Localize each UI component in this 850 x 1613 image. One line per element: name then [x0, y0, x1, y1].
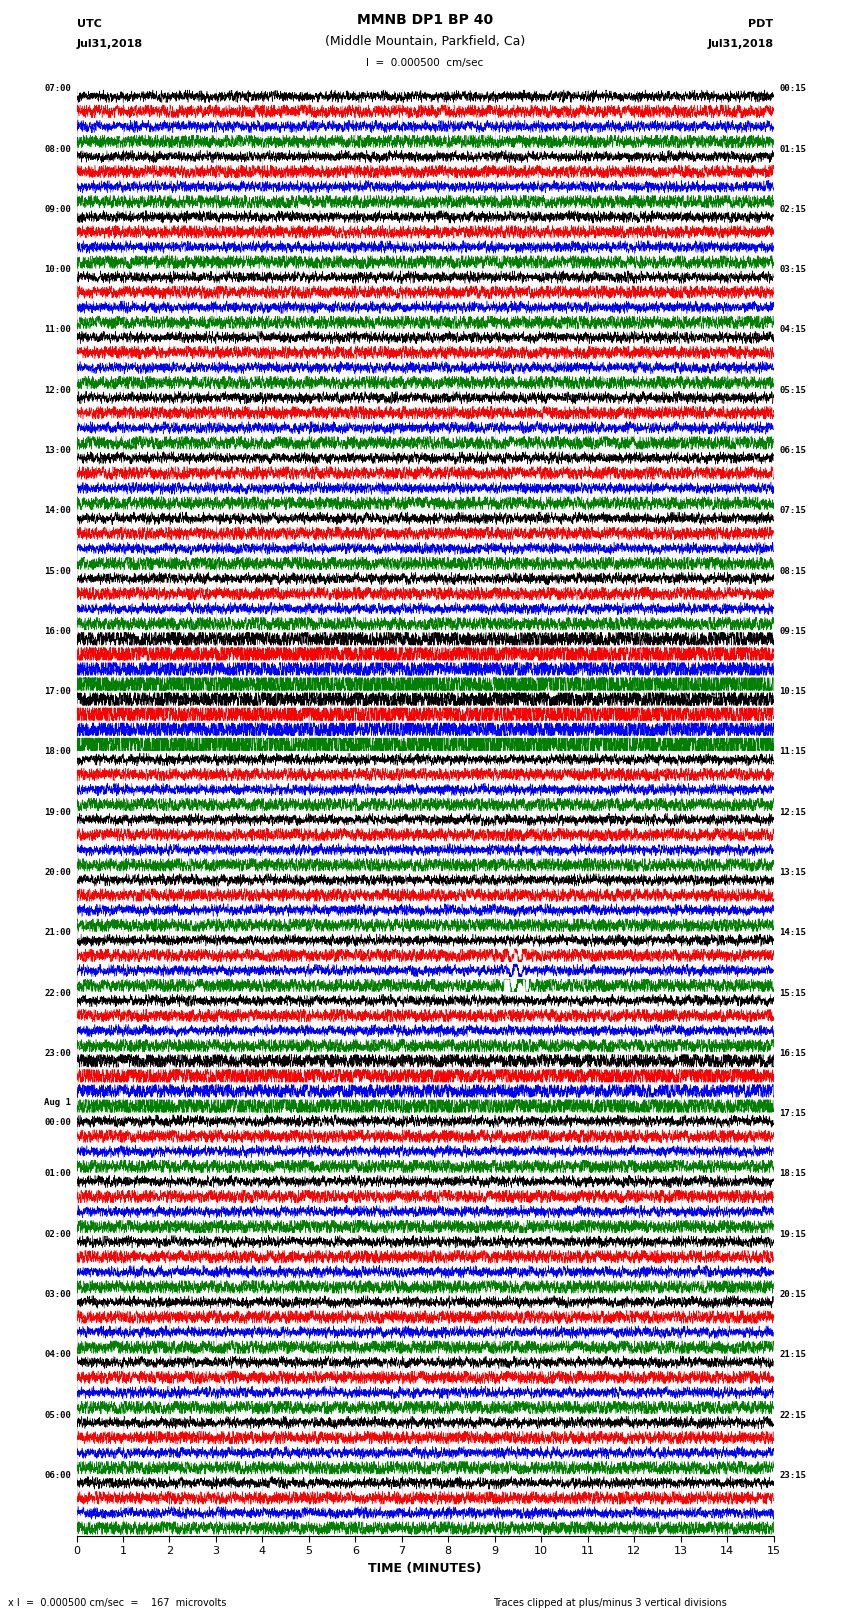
Text: 14:15: 14:15 [779, 927, 806, 937]
Text: 08:15: 08:15 [779, 566, 806, 576]
Text: x I  =  0.000500 cm/sec  =    167  microvolts: x I = 0.000500 cm/sec = 167 microvolts [8, 1598, 227, 1608]
Text: 08:00: 08:00 [44, 145, 71, 153]
Text: 13:15: 13:15 [779, 868, 806, 877]
Text: Jul31,2018: Jul31,2018 [707, 39, 774, 48]
Text: 14:00: 14:00 [44, 506, 71, 515]
Text: (Middle Mountain, Parkfield, Ca): (Middle Mountain, Parkfield, Ca) [325, 35, 525, 48]
Text: 19:15: 19:15 [779, 1229, 806, 1239]
Text: I  =  0.000500  cm/sec: I = 0.000500 cm/sec [366, 58, 484, 68]
Text: UTC: UTC [76, 19, 101, 29]
Text: 18:00: 18:00 [44, 747, 71, 756]
Text: 16:00: 16:00 [44, 627, 71, 636]
Text: PDT: PDT [748, 19, 774, 29]
Text: 21:15: 21:15 [779, 1350, 806, 1360]
Text: 18:15: 18:15 [779, 1169, 806, 1179]
Text: 12:00: 12:00 [44, 386, 71, 395]
Text: 17:15: 17:15 [779, 1110, 806, 1118]
Text: 10:00: 10:00 [44, 265, 71, 274]
Text: 00:15: 00:15 [779, 84, 806, 94]
Text: 20:00: 20:00 [44, 868, 71, 877]
Text: 00:00: 00:00 [44, 1118, 71, 1127]
Text: MMNB DP1 BP 40: MMNB DP1 BP 40 [357, 13, 493, 27]
Text: 19:00: 19:00 [44, 808, 71, 816]
Text: Aug 1: Aug 1 [44, 1097, 71, 1107]
Text: 23:15: 23:15 [779, 1471, 806, 1479]
Text: 01:00: 01:00 [44, 1169, 71, 1179]
Text: 03:15: 03:15 [779, 265, 806, 274]
Text: 09:15: 09:15 [779, 627, 806, 636]
Text: 03:00: 03:00 [44, 1290, 71, 1298]
Text: 10:15: 10:15 [779, 687, 806, 697]
X-axis label: TIME (MINUTES): TIME (MINUTES) [368, 1561, 482, 1574]
Text: 07:15: 07:15 [779, 506, 806, 515]
Text: 15:00: 15:00 [44, 566, 71, 576]
Text: 07:00: 07:00 [44, 84, 71, 94]
Text: 22:00: 22:00 [44, 989, 71, 997]
Text: 17:00: 17:00 [44, 687, 71, 697]
Text: 11:00: 11:00 [44, 326, 71, 334]
Text: 20:15: 20:15 [779, 1290, 806, 1298]
Text: 23:00: 23:00 [44, 1048, 71, 1058]
Text: 04:00: 04:00 [44, 1350, 71, 1360]
Text: Jul31,2018: Jul31,2018 [76, 39, 143, 48]
Text: Traces clipped at plus/minus 3 vertical divisions: Traces clipped at plus/minus 3 vertical … [493, 1598, 727, 1608]
Text: 04:15: 04:15 [779, 326, 806, 334]
Text: 11:15: 11:15 [779, 747, 806, 756]
Text: 21:00: 21:00 [44, 927, 71, 937]
Text: 02:15: 02:15 [779, 205, 806, 215]
Text: 22:15: 22:15 [779, 1410, 806, 1419]
Text: 06:15: 06:15 [779, 445, 806, 455]
Text: 05:15: 05:15 [779, 386, 806, 395]
Text: 15:15: 15:15 [779, 989, 806, 997]
Text: 05:00: 05:00 [44, 1410, 71, 1419]
Text: 16:15: 16:15 [779, 1048, 806, 1058]
Text: 01:15: 01:15 [779, 145, 806, 153]
Text: 13:00: 13:00 [44, 445, 71, 455]
Text: 02:00: 02:00 [44, 1229, 71, 1239]
Text: 06:00: 06:00 [44, 1471, 71, 1479]
Text: 12:15: 12:15 [779, 808, 806, 816]
Text: 09:00: 09:00 [44, 205, 71, 215]
